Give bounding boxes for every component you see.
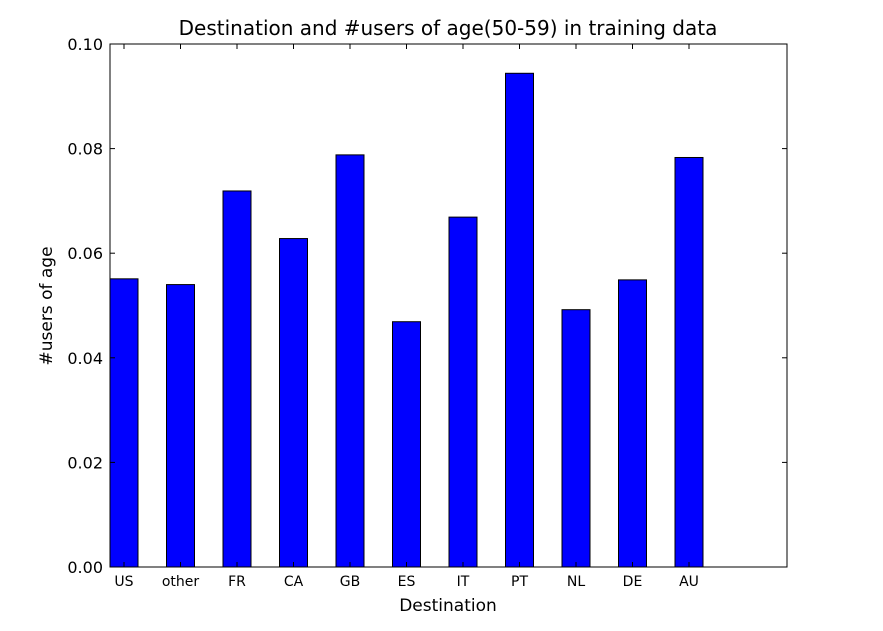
bar-pt (505, 72, 534, 568)
bars-group (109, 72, 704, 568)
x-tick-label: IT (457, 574, 470, 590)
ticks-group: US other FR CA GB ES IT PT NL DE AU 0.00 0.02 0.04 0.0… (67, 35, 787, 590)
bar-other (166, 284, 195, 568)
bar-es (392, 321, 421, 568)
y-axis-label: #users of age (37, 246, 57, 365)
x-tick-label: other (162, 574, 200, 590)
x-tick-label: NL (567, 574, 585, 590)
x-axis-label: Destination (399, 596, 497, 616)
x-tick-label: AU (679, 574, 699, 590)
bar-fr (222, 190, 252, 568)
y-tick-label: 0.10 (67, 35, 103, 54)
y-tick-label: 0.08 (67, 140, 103, 159)
bar-it (448, 216, 478, 568)
x-tick-label: PT (511, 574, 528, 590)
plot-frame (109, 43, 788, 568)
y-tick-label: 0.04 (67, 349, 103, 368)
x-tick-label: FR (228, 574, 246, 590)
bar-gb (335, 154, 365, 568)
y-tick-label: 0.00 (67, 558, 103, 577)
bar-nl (561, 309, 591, 568)
y-tick-label: 0.06 (67, 244, 103, 263)
x-tick-label: CA (284, 574, 304, 590)
bar-us (109, 278, 139, 568)
x-tick-label: ES (398, 574, 416, 590)
y-tick-label: 0.02 (67, 453, 103, 472)
x-tick-label: US (114, 574, 133, 590)
bar-de (618, 279, 647, 568)
bar-au (674, 156, 704, 568)
x-tick-label: GB (340, 574, 360, 590)
chart-title: Destination and #users of age(50-59) in … (179, 16, 718, 40)
x-tick-label: DE (623, 574, 643, 590)
bar-ca (279, 238, 308, 568)
